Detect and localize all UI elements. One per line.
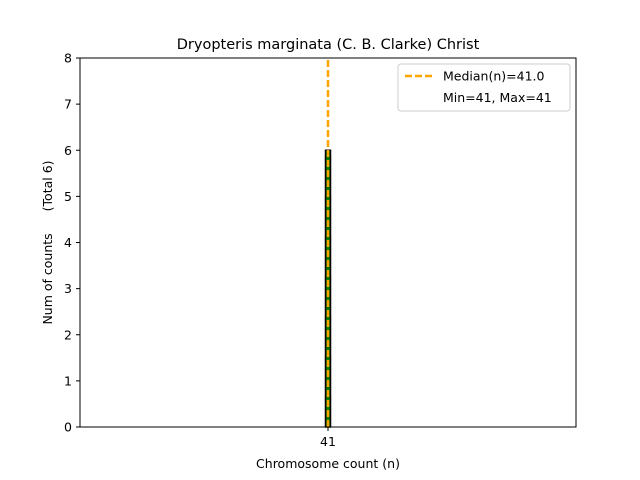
y-tick-label: 5 — [64, 189, 72, 204]
y-tick-label: 0 — [64, 420, 72, 435]
legend-frame — [397, 63, 571, 112]
y-tick-label: 8 — [64, 51, 72, 66]
plot-area-frame — [79, 57, 577, 428]
y-axis-label-group: Num of counts (Total 6) — [40, 160, 55, 324]
chart-title: Dryopteris marginata (C. B. Clarke) Chri… — [177, 37, 480, 53]
y-tick-label: 3 — [64, 281, 72, 296]
y-axis: 0 1 2 3 4 5 6 7 8 — [64, 51, 80, 435]
y-tick-label: 7 — [64, 97, 72, 112]
legend-median-label: Median(n)=41.0 — [443, 69, 544, 84]
x-axis-label: Chromosome count (n) — [256, 456, 400, 471]
svg-text:Num of counts(Total 6): Num of counts (Total 6) — [40, 160, 55, 324]
x-tick-label: 41 — [320, 434, 336, 449]
x-axis: 41 — [320, 427, 336, 449]
legend: Median(n)=41.0 Min=41, Max=41 — [397, 63, 571, 112]
y-tick-label: 2 — [64, 327, 72, 342]
y-tick-label: 6 — [64, 143, 72, 158]
y-tick-label: 4 — [64, 235, 72, 250]
y-tick-label: 1 — [64, 373, 72, 388]
legend-range-label: Min=41, Max=41 — [443, 90, 552, 105]
y-axis-total-label: (Total 6) — [40, 160, 55, 211]
y-axis-label: Num of counts — [40, 233, 55, 324]
